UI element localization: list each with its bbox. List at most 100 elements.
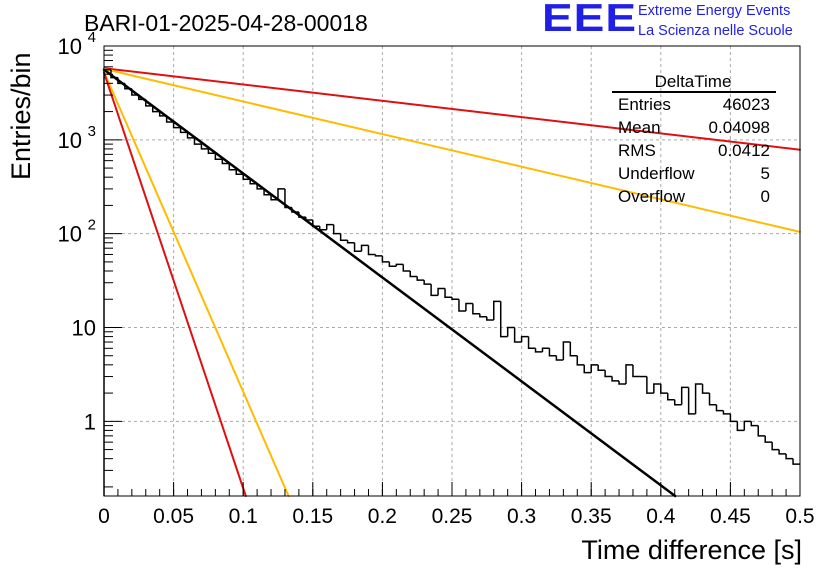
fit-curve-line	[102, 68, 677, 498]
x-tick-label: 0.4	[646, 505, 676, 528]
histogram-bin	[792, 458, 800, 465]
histogram-bin	[660, 383, 668, 394]
eee-logo-line1: Extreme Energy Events	[638, 3, 791, 19]
histogram-bin	[270, 194, 278, 201]
histogram-bin	[332, 224, 341, 235]
y-axis-label: Entries/bin	[6, 52, 36, 180]
stats-label: RMS	[618, 141, 656, 160]
histogram-bin	[736, 421, 745, 432]
stats-value: 0.0412	[718, 141, 770, 160]
histogram-bin	[151, 105, 160, 113]
histogram-bin	[256, 183, 265, 190]
histogram-bin	[694, 383, 703, 414]
histogram-bin	[604, 370, 613, 378]
stats-box: DeltaTime Entries 46023 Mean 0.04098 RMS 0.041…	[612, 72, 776, 206]
histogram-bin	[353, 242, 362, 252]
histogram-bin	[506, 326, 515, 337]
histogram-bin	[402, 264, 411, 272]
histogram-bin	[680, 386, 689, 405]
x-tick-label: 0.45	[710, 505, 751, 528]
histogram-bin	[541, 347, 550, 352]
histogram-bin	[701, 383, 710, 394]
histogram-bin	[764, 435, 773, 443]
histogram-bin	[263, 188, 272, 196]
y-tick-label: 1	[84, 409, 96, 434]
histogram-bin	[235, 169, 244, 175]
histogram-bin	[646, 376, 654, 394]
histogram-bin	[312, 219, 320, 227]
histogram-bin	[576, 355, 585, 366]
histogram-bin	[611, 376, 620, 382]
x-tick-label: 0.15	[292, 505, 333, 528]
axis-ticks	[103, 45, 801, 496]
histogram-bin	[298, 212, 306, 218]
y-tick-exponent: 2	[88, 217, 96, 234]
histogram-bin	[778, 449, 787, 455]
x-axis-label: Time difference [s]	[581, 535, 802, 565]
y-tick-label: 10	[58, 222, 82, 247]
y-tick-label: 10	[58, 34, 82, 59]
histogram-bin	[360, 244, 369, 252]
histogram-bin	[179, 127, 188, 134]
stats-value: 0	[761, 187, 770, 206]
histogram-bin	[597, 364, 606, 372]
histogram-bin	[374, 254, 383, 257]
x-tick-label: 0.05	[153, 505, 194, 528]
histogram-bin	[228, 163, 237, 171]
y-tick-label: 10	[58, 128, 82, 153]
stats-value: 5	[761, 164, 770, 183]
fit-curve-line	[103, 67, 801, 233]
x-tick-label: 0.2	[368, 505, 397, 528]
histogram-bin	[124, 83, 132, 90]
histogram-bin	[632, 364, 640, 378]
x-tick-label: 0.1	[229, 505, 258, 528]
y-tick-exponent: 3	[88, 123, 96, 140]
y-tick-label: 10	[72, 315, 96, 340]
histogram-bin	[325, 223, 334, 230]
histogram-bin	[200, 144, 209, 150]
run-title: BARI-01-2025-04-28-00018	[84, 10, 368, 36]
histogram-bin	[186, 132, 195, 139]
histogram-bin	[242, 174, 251, 181]
histogram-bin	[395, 263, 404, 267]
histogram-bin	[416, 276, 425, 281]
histogram-bin	[486, 316, 494, 321]
histogram-bin	[444, 288, 452, 299]
histogram-bin	[673, 399, 682, 406]
histogram-bin	[548, 348, 557, 357]
histogram-bin	[583, 364, 592, 374]
histogram-bin	[667, 393, 675, 401]
histogram	[103, 68, 800, 496]
x-tick-label: 0	[98, 505, 110, 528]
histogram-bin	[138, 95, 146, 101]
histogram-bin	[493, 300, 501, 321]
histogram-bin	[513, 327, 522, 343]
fit-curve-line	[103, 70, 290, 497]
histogram-bin	[451, 297, 459, 300]
x-tick-label: 0.5	[785, 505, 814, 528]
histogram-bin	[729, 413, 738, 423]
stats-label: Underflow	[618, 164, 695, 183]
stats-label: Entries	[618, 95, 671, 114]
histogram-bin	[207, 148, 216, 154]
histogram-bin	[319, 226, 327, 231]
histogram-bin	[653, 383, 661, 394]
tick-labels: 0 0.05 0.1 0.15 0.2 0.25 0.3 0.35 0.4 0.45 0.510 41…	[58, 29, 815, 528]
histogram-bin	[750, 421, 759, 427]
x-tick-label: 0.35	[571, 505, 612, 528]
histogram-bin	[346, 240, 355, 244]
stats-value: 0.04098	[709, 118, 770, 137]
histogram-bin	[381, 255, 390, 263]
histogram-bin	[409, 271, 418, 278]
histogram-bin	[743, 420, 752, 431]
histogram-bin	[569, 342, 578, 357]
histogram-bin	[527, 336, 536, 350]
histogram-bin	[555, 355, 564, 361]
histogram-bin	[172, 121, 181, 129]
histogram-bin	[193, 137, 202, 145]
histogram-bin	[110, 69, 118, 79]
histogram-bin	[437, 287, 446, 296]
histogram-bin	[618, 380, 626, 385]
x-tick-label: 0.3	[507, 505, 536, 528]
